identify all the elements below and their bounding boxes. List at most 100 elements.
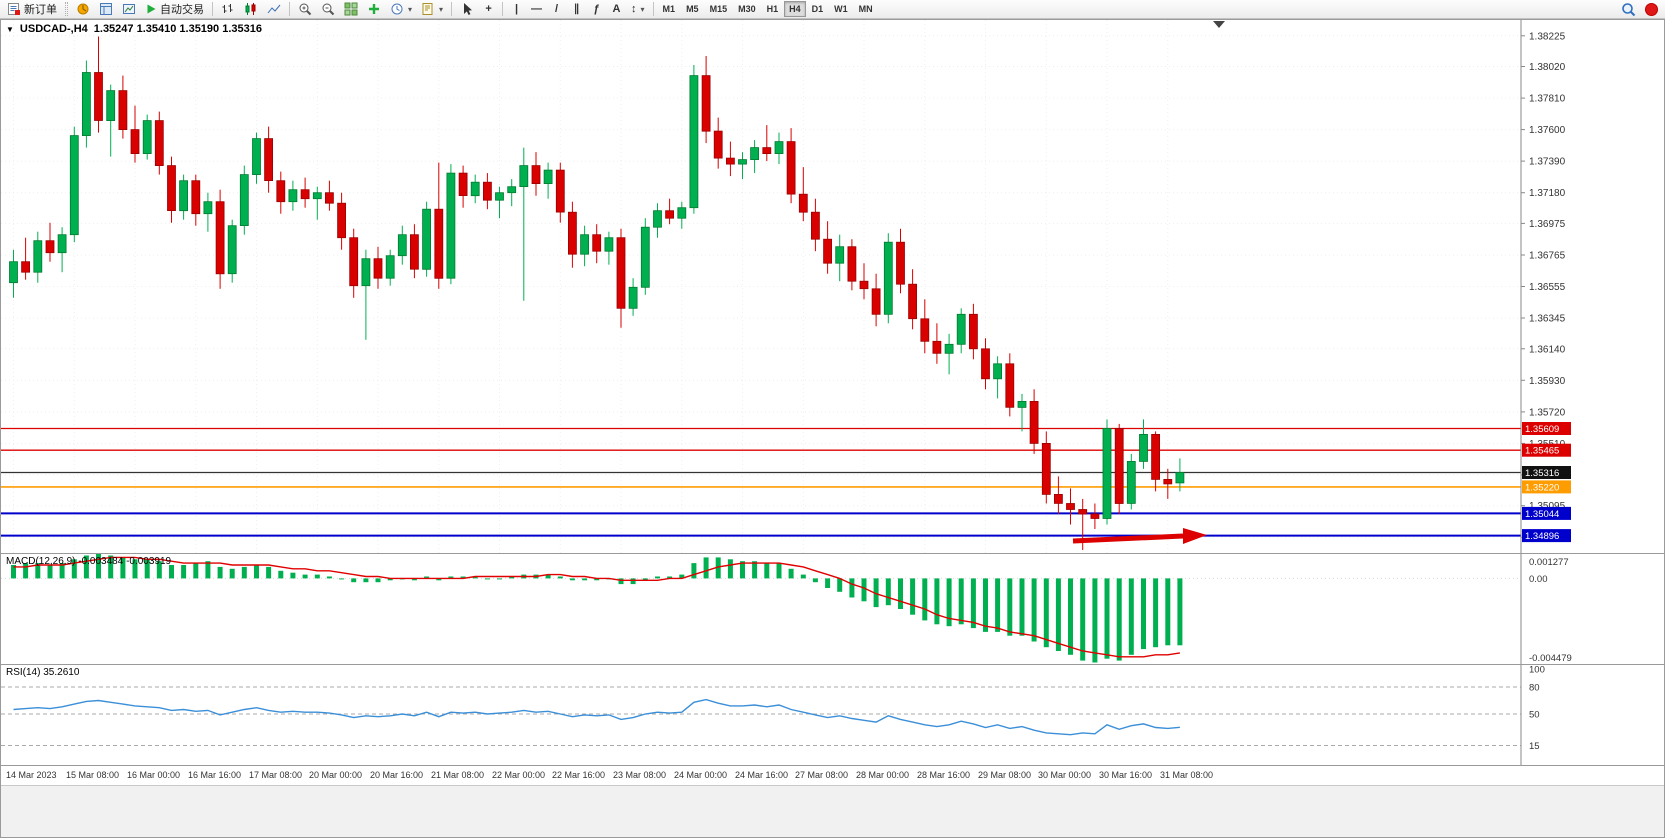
macd-histogram-bar [630, 578, 636, 585]
new-order-button[interactable]: 新订单 [3, 1, 61, 18]
candle-body [580, 234, 589, 255]
timeframe-mn[interactable]: MN [858, 4, 873, 14]
new-order-icon [8, 3, 20, 15]
time-axis[interactable]: 14 Mar 2023 15 Mar 08:00 16 Mar 00:00 16 Ma… [1, 765, 1664, 785]
timeframe-h4[interactable]: H4 [784, 1, 806, 17]
candle-body [689, 75, 699, 209]
candle-body [628, 286, 638, 309]
price-panel: ▼ USDCAD-,H4 1.35247 1.35410 1.35190 1.3… [1, 20, 1664, 553]
chart-candles-button[interactable] [240, 1, 262, 18]
candle-body [495, 192, 504, 201]
notification-badge[interactable] [1645, 2, 1658, 16]
macd-histogram-bar [193, 563, 199, 579]
indicators-button[interactable] [363, 1, 385, 18]
trendline-button[interactable]: / [547, 1, 566, 18]
navigator-button[interactable] [118, 1, 140, 18]
time-axis-label: 17 Mar 08:00 [249, 770, 303, 780]
zoom-in-button[interactable] [294, 1, 316, 18]
indicators-icon [369, 4, 379, 14]
macd-histogram-bar [290, 572, 296, 579]
arrow-annotation-shaft[interactable] [1072, 533, 1184, 544]
channel-icon: ∥ [573, 2, 580, 15]
svg-text:1.35465: 1.35465 [1525, 446, 1559, 457]
arrows-button[interactable]: ↕ ▾ [627, 1, 649, 18]
candle-body [944, 343, 954, 354]
macd-histogram-bar [411, 578, 417, 581]
template-icon [422, 3, 433, 15]
rsi-chart[interactable]: 100 80 50 15 [1, 665, 1664, 765]
time-axis-label: 28 Mar 16:00 [917, 770, 971, 780]
candle-body [762, 147, 772, 154]
timeframe-d1[interactable]: D1 [811, 4, 824, 14]
timeframe-w1[interactable]: W1 [834, 4, 848, 14]
candle-body [397, 234, 407, 257]
zoom-in-icon [299, 3, 312, 16]
chart-line-button[interactable] [263, 1, 285, 18]
candle-body [45, 240, 55, 254]
macd-histogram-bar [11, 565, 16, 579]
macd-histogram-bar [375, 578, 381, 583]
macd-histogram-bar [448, 576, 454, 579]
candle-body [507, 186, 517, 194]
new-order-label: 新订单 [24, 4, 57, 16]
timeframe-m15[interactable]: M15 [709, 4, 728, 14]
candle-body [385, 255, 395, 279]
crosshair-button[interactable]: + [479, 1, 498, 18]
candle-body [519, 165, 529, 188]
search-button[interactable] [1617, 1, 1640, 18]
macd-histogram-bar [169, 565, 174, 579]
autotrading-button[interactable]: 自动交易 [141, 1, 208, 18]
macd-chart[interactable]: 0.001277 0.00 -0.004479 [1, 554, 1664, 664]
timeframe-m30[interactable]: M30 [738, 4, 756, 14]
timeframe-h1[interactable]: H1 [766, 4, 779, 14]
candle-body [106, 90, 116, 121]
vertical-line-button[interactable]: | [507, 1, 526, 18]
timeframe-m5[interactable]: M5 [686, 4, 699, 14]
zoom-out-button[interactable] [317, 1, 339, 18]
macd-histogram-bar [703, 557, 709, 579]
price-axis-label: 1.35720 [1529, 407, 1566, 418]
macd-axis-label: 0.001277 [1529, 557, 1569, 568]
macd-histogram-bar [958, 578, 964, 625]
candle-body [482, 181, 492, 201]
candle-body [276, 180, 286, 203]
cursor-button[interactable] [456, 1, 478, 18]
fibonacci-button[interactable]: ƒ [587, 1, 606, 18]
toolbar-separator [212, 2, 213, 16]
periods-button[interactable]: ▾ [386, 1, 416, 18]
svg-text:1.34896: 1.34896 [1525, 531, 1559, 542]
data-window-button[interactable] [95, 1, 117, 18]
channel-button[interactable]: ∥ [567, 1, 586, 18]
arrow-annotation-head[interactable] [1183, 528, 1207, 544]
rsi-axis-label: 15 [1529, 741, 1540, 752]
candle-body [69, 135, 79, 236]
candle-body [1029, 400, 1039, 444]
macd-histogram-bar [582, 578, 588, 581]
candle-body [167, 165, 176, 212]
horizontal-line-button[interactable]: — [527, 1, 546, 18]
candle-body [1126, 460, 1136, 504]
macd-histogram-bar [509, 576, 515, 579]
macd-histogram-bar [1141, 578, 1146, 650]
ohlc-values: 1.35247 1.35410 1.35190 1.35316 [93, 23, 262, 35]
timeframe-m1[interactable]: M1 [662, 4, 676, 14]
price-axis-label: 1.36345 [1529, 314, 1566, 325]
tile-windows-button[interactable] [340, 1, 362, 18]
horizontal-scroll-area[interactable] [1, 785, 1664, 837]
macd-histogram-bar [71, 559, 77, 579]
expert-advisors-button[interactable] [72, 1, 94, 18]
chart-bars-button[interactable] [217, 1, 239, 18]
chart-shift-marker-icon[interactable] [1213, 21, 1225, 28]
candle-body [33, 240, 43, 273]
macd-histogram-bar [1177, 578, 1183, 646]
macd-signal-line [13, 556, 1181, 658]
clock-icon [391, 3, 403, 15]
macd-histogram-bar [885, 578, 891, 606]
macd-histogram-bar [217, 566, 223, 579]
price-chart[interactable]: 1.38225 1.38020 1.37810 1.37600 1.37390 1.371… [1, 20, 1664, 553]
candle-body [1078, 509, 1088, 515]
candle-body [422, 208, 432, 270]
text-button[interactable]: A [607, 1, 626, 18]
templates-button[interactable]: ▾ [417, 1, 447, 18]
macd-histogram-bar [691, 563, 697, 579]
